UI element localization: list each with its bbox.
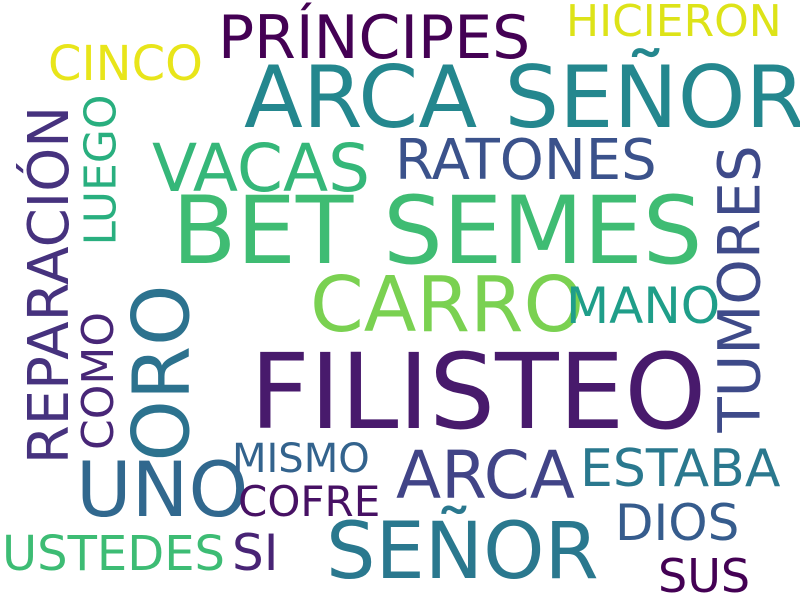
word-arca: ARCA [396,437,575,514]
word-estaba: ESTABA [580,439,781,499]
word-ratones: RATONES [395,128,657,193]
word-ustedes: USTEDES [2,526,226,582]
word-si: SI [232,524,279,582]
word-reparacion: REPARACIÓN [17,105,83,465]
word-tumores: TUMORES [705,145,774,433]
word-vacas: VACAS [152,130,371,207]
word-cinco: CINCO [48,36,203,92]
word-senor: SEÑOR [326,507,599,597]
word-dios: DIOS [615,494,740,552]
word-hicieron: HICIERON [566,0,782,47]
word-oro: ORO [117,284,207,462]
word-arca-senor: ARCA SEÑOR [244,48,800,148]
word-carro: CARRO [310,261,585,350]
word-mano: MANO [566,277,721,335]
word-cofre: COFRE [238,477,381,526]
word-luego: LUEGO [75,94,127,246]
word-filisteo: FILISTEO [250,331,707,453]
word-uno: UNO [76,445,249,534]
word-mismo: MISMO [232,436,370,482]
word-bet-semes: BET SEMES [172,177,703,286]
word-sus: SUS [658,549,751,600]
word-como: COMO [72,312,124,450]
word-principes: PRÍNCIPES [218,3,531,73]
